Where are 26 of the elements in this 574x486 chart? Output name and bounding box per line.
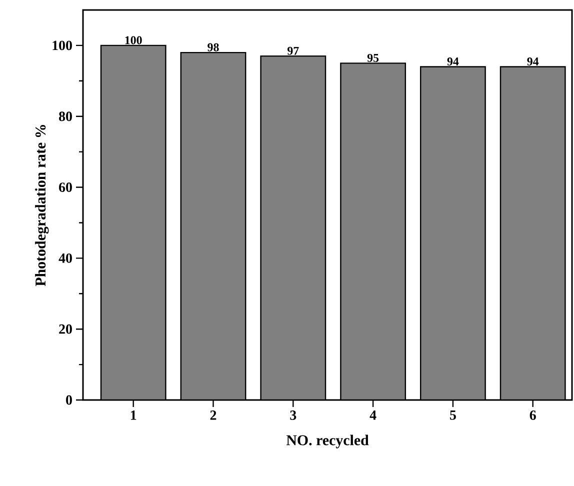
bar [100,45,166,400]
y-tick-label: 60 [59,182,72,192]
data-label: 100 [125,36,142,44]
x-tick-label: 1 [130,410,136,420]
bar [340,63,406,400]
data-label: 95 [367,54,379,62]
bar [260,56,326,400]
x-tick-label: 5 [450,410,456,420]
data-label: 98 [208,43,219,52]
data-label: 94 [447,57,459,66]
bar [180,52,246,400]
y-tick-label: 40 [58,253,72,263]
x-tick-label: 3 [290,410,296,420]
y-tick-label: 100 [52,40,72,50]
y-axis-title: Photodegradation rate % [35,125,49,286]
x-axis-title: NO. recycled [286,434,369,448]
bar [420,66,486,400]
data-label: 97 [287,46,299,55]
y-tick-label: 80 [59,112,72,122]
x-tick-label: 6 [530,410,536,420]
bar [500,66,566,400]
data-label: 94 [527,57,539,66]
y-tick-label: 0 [66,395,72,405]
x-tick-label: 4 [370,410,376,420]
y-tick-label: 20 [59,324,72,334]
x-tick-label: 2 [210,410,216,420]
